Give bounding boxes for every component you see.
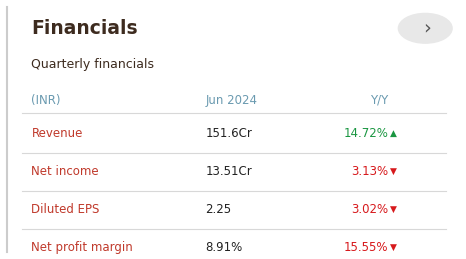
Text: 3.13%: 3.13% [351, 165, 388, 178]
Text: Net income: Net income [32, 165, 99, 178]
Text: (INR): (INR) [32, 93, 61, 106]
Text: 2.25: 2.25 [205, 203, 231, 216]
Text: 13.51Cr: 13.51Cr [205, 165, 252, 178]
Text: Jun 2024: Jun 2024 [205, 93, 257, 106]
Text: Quarterly financials: Quarterly financials [32, 58, 155, 71]
Text: ▼: ▼ [390, 243, 397, 251]
Text: ›: › [423, 19, 431, 38]
Text: ▼: ▼ [390, 167, 397, 176]
Text: 151.6Cr: 151.6Cr [205, 127, 252, 140]
Circle shape [398, 13, 452, 43]
Text: Diluted EPS: Diluted EPS [32, 203, 100, 216]
Text: Y/Y: Y/Y [370, 93, 388, 106]
Text: 14.72%: 14.72% [343, 127, 388, 140]
Text: Revenue: Revenue [32, 127, 83, 140]
Text: Net profit margin: Net profit margin [32, 241, 133, 254]
Text: ▲: ▲ [390, 129, 397, 138]
Text: Financials: Financials [32, 19, 138, 38]
Text: 8.91%: 8.91% [205, 241, 242, 254]
Text: ▼: ▼ [390, 205, 397, 214]
Text: 15.55%: 15.55% [344, 241, 388, 254]
Text: 3.02%: 3.02% [351, 203, 388, 216]
